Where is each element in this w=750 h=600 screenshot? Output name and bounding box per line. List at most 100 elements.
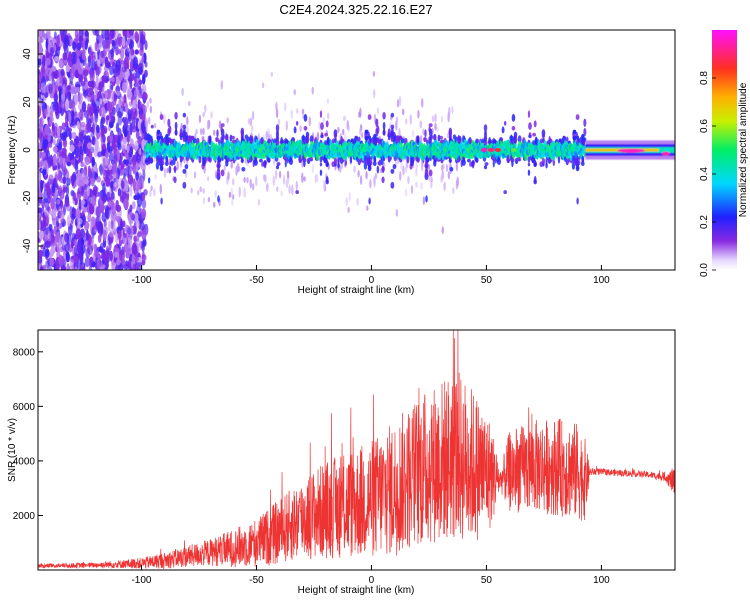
spectrogram-cell	[61, 122, 66, 130]
spectrogram-cell	[97, 59, 101, 67]
spectrogram-cell	[513, 135, 518, 144]
spectrogram-cell	[52, 154, 57, 167]
spectrogram-cell	[56, 198, 61, 205]
spectrogram-cell	[533, 162, 537, 168]
spectrogram-cell	[230, 161, 233, 169]
spectrogram-cell	[320, 122, 324, 130]
spectrogram-cell	[121, 259, 126, 266]
spectrogram-cell	[123, 198, 129, 210]
spectrogram-cell	[109, 65, 114, 76]
spectrogram-cell	[83, 179, 89, 185]
spectrogram-cell	[109, 250, 113, 262]
spectrogram-cell	[138, 92, 143, 99]
spectrogram-cell	[182, 112, 187, 118]
spectrogram-cell	[399, 171, 402, 181]
spectrogram-cell	[257, 198, 261, 206]
spectrogram-cell	[202, 187, 205, 194]
spectrogram-cell	[144, 40, 148, 51]
spectrogram-cell	[282, 176, 286, 185]
spectrogram-cell	[419, 120, 422, 129]
spectrogram-cell	[84, 135, 90, 144]
spectrogram-cell	[533, 120, 537, 128]
spectrogram-cell	[428, 123, 433, 128]
spectrogram-cell	[153, 188, 156, 197]
spectrogram-cell	[123, 167, 128, 177]
spectrogram-cell	[115, 90, 121, 96]
spectrogram-cell	[303, 138, 306, 145]
spectrogram-cell	[440, 175, 443, 183]
spectrogram-cell	[91, 59, 96, 71]
spectrogram-cell	[100, 50, 104, 58]
spectrogram-cell	[117, 142, 120, 150]
spectrogram-cell	[195, 128, 198, 135]
spectrogram-cell	[334, 136, 337, 144]
spectrogram-cell	[138, 101, 143, 112]
spectrogram-cell	[188, 100, 191, 107]
spectrogram-cell	[129, 185, 133, 197]
spectrogram-cell	[186, 116, 189, 126]
spectrogram-cell	[123, 232, 127, 239]
spectrogram-cell	[247, 117, 251, 125]
spectrogram-cell	[251, 182, 255, 191]
spectrogram-cell	[38, 58, 42, 66]
spectrogram-cell	[278, 170, 282, 179]
spectrogram-cell	[132, 263, 136, 270]
spectrogram-cell	[421, 97, 424, 108]
spectrogram-cell	[293, 126, 297, 134]
spectrogram-cell	[440, 164, 444, 172]
spectrogram-cell	[139, 47, 144, 57]
spectrogram-cell	[527, 110, 531, 118]
spectrogram-cell	[112, 163, 118, 175]
spectrogram-cell	[127, 174, 134, 185]
spectrogram-cell	[436, 126, 439, 132]
spectrogram-cell	[58, 254, 63, 266]
spectrogram-cell	[110, 57, 115, 66]
spectrogram-cell	[96, 176, 102, 183]
spectrogram-cell	[311, 86, 314, 95]
spectrogram-cell	[135, 130, 140, 140]
spectrogram-cell	[109, 36, 113, 45]
spectrogram-cell	[390, 168, 395, 174]
spectrogram-cell	[43, 92, 49, 98]
spectrogram-cell	[123, 263, 129, 270]
spectrogram-cell	[402, 165, 405, 176]
spectrogram-cell	[133, 194, 138, 201]
spectrogram-cell	[163, 167, 167, 179]
spectrogram-cell	[238, 186, 241, 198]
spectrogram-cell	[293, 88, 296, 96]
spectrogram-cell	[60, 68, 65, 77]
spectrogram-cell	[316, 131, 320, 142]
spectrogram-cell	[49, 257, 55, 267]
spectrogram-cell	[93, 108, 99, 116]
spectrogram-cell	[60, 108, 65, 115]
spectrogram-cell	[45, 30, 51, 39]
spectrogram-cell	[54, 56, 60, 62]
spectrogram-cell	[58, 60, 64, 69]
spectrogram-cell	[54, 48, 61, 58]
spectrogram-cell	[326, 112, 330, 120]
spectrogram-cell	[179, 135, 183, 141]
spectrogram-cell	[56, 126, 61, 140]
spectrogram-cell	[104, 151, 110, 159]
spectrogram-cell	[220, 123, 225, 128]
spectrogram-cell	[142, 105, 148, 114]
spectrogram-cell	[182, 124, 187, 129]
spectrogram-cell	[375, 118, 379, 127]
spectrogram-cell	[93, 243, 98, 253]
spectrogram-cell	[364, 129, 369, 135]
spectrogram-cell	[40, 66, 46, 75]
spectrogram-cell	[38, 170, 42, 183]
spectrogram-cell	[325, 162, 329, 168]
spectrogram-cell	[99, 266, 105, 270]
spectrogram-cell	[126, 144, 130, 154]
spectrogram-cell	[243, 176, 246, 183]
spectrogram-cell	[290, 137, 296, 143]
spectrogram-cell	[235, 166, 238, 176]
spectrogram-cell	[404, 188, 408, 197]
spectrogram-cell	[424, 161, 429, 169]
spectrogram-cell	[42, 54, 46, 68]
spectrogram-cell	[66, 263, 70, 270]
spectrogram-cell	[364, 135, 369, 141]
spectrogram-cell	[115, 204, 122, 213]
spectrogram-cell	[132, 244, 138, 255]
